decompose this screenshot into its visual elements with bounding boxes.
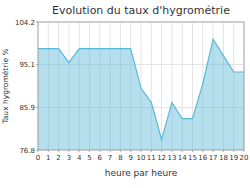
chart: 0123456789101112131415161718192076.885.9… [0,0,250,188]
x-tick [213,150,214,152]
x-tick-label: 12 [157,154,166,162]
x-tick [233,150,234,152]
y-tick-label: 104.2 [15,19,35,27]
y-axis-label: Taux hygrométrie % [1,48,10,124]
x-tick [79,150,80,152]
x-tick-label: 14 [178,154,187,162]
y-tick-label: 95.1 [19,61,35,69]
x-tick [244,150,245,152]
x-tick-label: 15 [188,154,197,162]
x-tick-label: 11 [147,154,156,162]
y-tick-label: 76.8 [19,147,35,155]
x-tick-label: 20 [240,154,249,162]
x-tick-label: 10 [137,154,146,162]
y-tick [36,107,38,108]
x-tick-label: 4 [77,154,82,162]
x-tick-label: 18 [219,154,228,162]
x-tick-label: 5 [87,154,91,162]
x-tick-label: 2 [56,154,60,162]
x-tick-label: 6 [98,154,103,162]
y-tick [36,64,38,65]
x-tick-label: 13 [167,154,176,162]
x-axis-label: heure par heure [105,168,178,178]
x-tick [141,150,142,152]
x-tick [89,150,90,152]
y-tick-label: 85.9 [19,104,35,112]
area-fill [38,39,244,150]
x-tick-label: 17 [209,154,218,162]
x-tick-label: 9 [128,154,132,162]
x-tick-label: 8 [118,154,122,162]
x-tick [99,150,100,152]
axes: 0123456789101112131415161718192076.885.9… [15,19,249,163]
x-tick [182,150,183,152]
x-tick-label: 3 [67,154,71,162]
x-tick [161,150,162,152]
x-tick-label: 1 [46,154,50,162]
x-tick [120,150,121,152]
x-tick-label: 0 [36,154,40,162]
y-tick [36,22,38,23]
plot-frame [38,22,244,150]
x-tick [130,150,131,152]
chart-container: 0123456789101112131415161718192076.885.9… [0,0,250,188]
x-tick [58,150,59,152]
y-tick [36,150,38,151]
x-tick [151,150,152,152]
x-tick [110,150,111,152]
plot-area [38,39,244,150]
x-tick [192,150,193,152]
x-tick [68,150,69,152]
x-tick-label: 7 [108,154,112,162]
x-tick [223,150,224,152]
grid-line-x [161,22,162,150]
x-tick [48,150,49,152]
x-tick-label: 16 [198,154,207,162]
x-tick [202,150,203,152]
x-tick-label: 19 [229,154,238,162]
grid [38,22,244,150]
title: Evolution du taux d'hygrométrie [52,4,230,17]
line [38,39,244,139]
x-tick [171,150,172,152]
